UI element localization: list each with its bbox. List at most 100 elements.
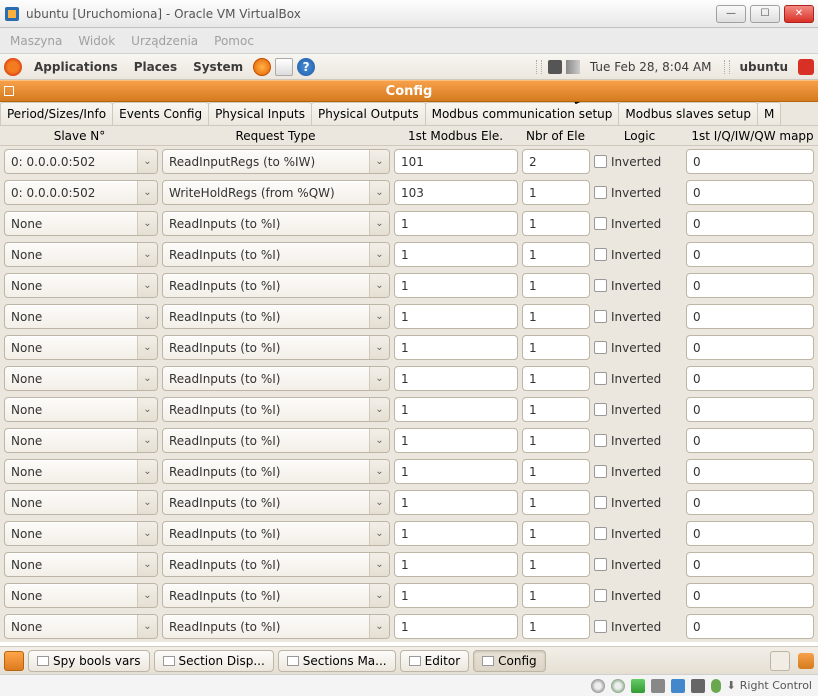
- logic-inverted[interactable]: Inverted: [594, 186, 686, 200]
- mail-icon[interactable]: [275, 58, 293, 76]
- checkbox-icon[interactable]: [594, 403, 607, 416]
- nbr-elements-input[interactable]: 1: [522, 366, 590, 391]
- nbr-elements-input[interactable]: 1: [522, 242, 590, 267]
- nbr-elements-input[interactable]: 1: [522, 273, 590, 298]
- tab-modbus-communication-setup[interactable]: Modbus communication setup: [425, 102, 620, 125]
- slave-select[interactable]: None⌄: [4, 366, 158, 391]
- first-modbus-input[interactable]: 1: [394, 211, 518, 236]
- tab-events-config[interactable]: Events Config: [112, 102, 209, 125]
- taskbar-item-spy-bools-vars[interactable]: Spy bools vars: [28, 650, 150, 672]
- slave-select[interactable]: 0: 0.0.0.0:502⌄: [4, 180, 158, 205]
- nbr-elements-input[interactable]: 1: [522, 521, 590, 546]
- slave-select[interactable]: 0: 0.0.0.0:502⌄: [4, 149, 158, 174]
- checkbox-icon[interactable]: [594, 527, 607, 540]
- logic-inverted[interactable]: Inverted: [594, 558, 686, 572]
- logic-inverted[interactable]: Inverted: [594, 248, 686, 262]
- slave-select[interactable]: None⌄: [4, 552, 158, 577]
- mapping-input[interactable]: 0: [686, 614, 814, 639]
- logic-inverted[interactable]: Inverted: [594, 310, 686, 324]
- mapping-input[interactable]: 0: [686, 583, 814, 608]
- minimize-button[interactable]: —: [716, 5, 746, 23]
- nbr-elements-input[interactable]: 1: [522, 583, 590, 608]
- logic-inverted[interactable]: Inverted: [594, 465, 686, 479]
- first-modbus-input[interactable]: 103: [394, 180, 518, 205]
- taskbar-item-section-disp-[interactable]: Section Disp...: [154, 650, 274, 672]
- logic-inverted[interactable]: Inverted: [594, 527, 686, 541]
- ubuntu-logo-icon[interactable]: [4, 58, 22, 76]
- nbr-elements-input[interactable]: 2: [522, 149, 590, 174]
- request-type-select[interactable]: ReadInputs (to %I)⌄: [162, 242, 390, 267]
- logic-inverted[interactable]: Inverted: [594, 434, 686, 448]
- request-type-select[interactable]: ReadInputs (to %I)⌄: [162, 428, 390, 453]
- mapping-input[interactable]: 0: [686, 335, 814, 360]
- slave-select[interactable]: None⌄: [4, 459, 158, 484]
- power-icon[interactable]: [798, 59, 814, 75]
- nbr-elements-input[interactable]: 1: [522, 180, 590, 205]
- taskbar-item-editor[interactable]: Editor: [400, 650, 470, 672]
- request-type-select[interactable]: ReadInputRegs (to %IW)⌄: [162, 149, 390, 174]
- mapping-input[interactable]: 0: [686, 459, 814, 484]
- checkbox-icon[interactable]: [594, 465, 607, 478]
- first-modbus-input[interactable]: 1: [394, 366, 518, 391]
- nbr-elements-input[interactable]: 1: [522, 614, 590, 639]
- vbox-usb-icon[interactable]: [651, 679, 665, 693]
- first-modbus-input[interactable]: 1: [394, 397, 518, 422]
- tab-physical-inputs[interactable]: Physical Inputs: [208, 102, 312, 125]
- request-type-select[interactable]: ReadInputs (to %I)⌄: [162, 583, 390, 608]
- request-type-select[interactable]: ReadInputs (to %I)⌄: [162, 335, 390, 360]
- request-type-select[interactable]: ReadInputs (to %I)⌄: [162, 273, 390, 298]
- tab-m[interactable]: M: [757, 102, 781, 125]
- nbr-elements-input[interactable]: 1: [522, 428, 590, 453]
- taskbar-item-config[interactable]: Config: [473, 650, 546, 672]
- slave-select[interactable]: None⌄: [4, 521, 158, 546]
- request-type-select[interactable]: ReadInputs (to %I)⌄: [162, 614, 390, 639]
- checkbox-icon[interactable]: [594, 434, 607, 447]
- mapping-input[interactable]: 0: [686, 304, 814, 329]
- first-modbus-input[interactable]: 101: [394, 149, 518, 174]
- slave-select[interactable]: None⌄: [4, 614, 158, 639]
- logic-inverted[interactable]: Inverted: [594, 155, 686, 169]
- vbox-menu-devices[interactable]: Urządzenia: [131, 34, 198, 48]
- request-type-select[interactable]: ReadInputs (to %I)⌄: [162, 304, 390, 329]
- slave-select[interactable]: None⌄: [4, 397, 158, 422]
- mapping-input[interactable]: 0: [686, 211, 814, 236]
- checkbox-icon[interactable]: [594, 279, 607, 292]
- first-modbus-input[interactable]: 1: [394, 273, 518, 298]
- tab-physical-outputs[interactable]: Physical Outputs: [311, 102, 426, 125]
- mapping-input[interactable]: 0: [686, 242, 814, 267]
- volume-icon[interactable]: [566, 60, 580, 74]
- maximize-button[interactable]: ☐: [750, 5, 780, 23]
- clock[interactable]: Tue Feb 28, 8:04 AM: [582, 60, 720, 74]
- window-menu-icon[interactable]: [4, 86, 14, 96]
- vbox-menu-machine[interactable]: Maszyna: [10, 34, 62, 48]
- first-modbus-input[interactable]: 1: [394, 242, 518, 267]
- logic-inverted[interactable]: Inverted: [594, 372, 686, 386]
- vbox-network-icon[interactable]: [631, 679, 645, 693]
- request-type-select[interactable]: ReadInputs (to %I)⌄: [162, 459, 390, 484]
- checkbox-icon[interactable]: [594, 341, 607, 354]
- user-menu[interactable]: ubuntu: [734, 60, 795, 74]
- request-type-select[interactable]: ReadInputs (to %I)⌄: [162, 366, 390, 391]
- slave-select[interactable]: None⌄: [4, 211, 158, 236]
- first-modbus-input[interactable]: 1: [394, 521, 518, 546]
- close-button[interactable]: ✕: [784, 5, 814, 23]
- slave-select[interactable]: None⌄: [4, 583, 158, 608]
- nbr-elements-input[interactable]: 1: [522, 304, 590, 329]
- first-modbus-input[interactable]: 1: [394, 552, 518, 577]
- vbox-shared-folders-icon[interactable]: [671, 679, 685, 693]
- checkbox-icon[interactable]: [594, 248, 607, 261]
- request-type-select[interactable]: ReadInputs (to %I)⌄: [162, 397, 390, 422]
- vbox-menu-help[interactable]: Pomoc: [214, 34, 254, 48]
- request-type-select[interactable]: ReadInputs (to %I)⌄: [162, 552, 390, 577]
- slave-select[interactable]: None⌄: [4, 242, 158, 267]
- request-type-select[interactable]: ReadInputs (to %I)⌄: [162, 490, 390, 515]
- slave-select[interactable]: None⌄: [4, 428, 158, 453]
- first-modbus-input[interactable]: 1: [394, 428, 518, 453]
- vbox-menu-view[interactable]: Widok: [78, 34, 115, 48]
- network-icon[interactable]: [548, 60, 562, 74]
- mapping-input[interactable]: 0: [686, 428, 814, 453]
- checkbox-icon[interactable]: [594, 217, 607, 230]
- first-modbus-input[interactable]: 1: [394, 490, 518, 515]
- nbr-elements-input[interactable]: 1: [522, 335, 590, 360]
- firefox-icon[interactable]: [253, 58, 271, 76]
